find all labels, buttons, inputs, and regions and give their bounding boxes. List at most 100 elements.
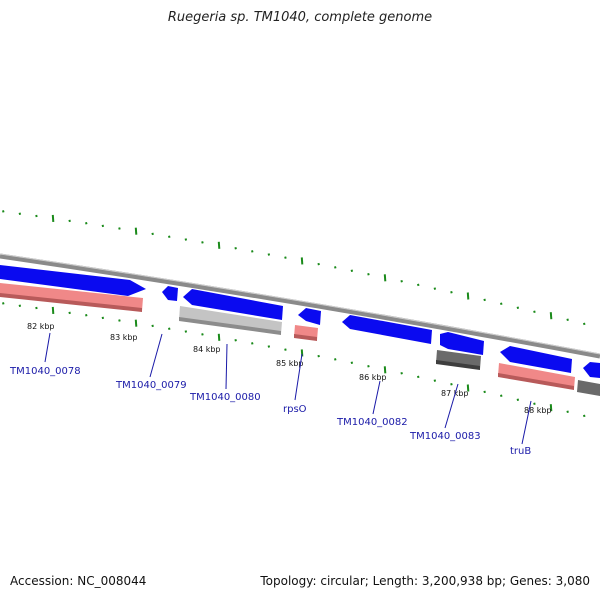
gc-tick-inner	[533, 402, 536, 405]
position-label-88kbp: 88 kbp	[524, 406, 552, 415]
gc-tick-outer	[417, 283, 420, 287]
cds-arrow-rpso[interactable]	[298, 308, 321, 325]
gene-label-tm1040-0079[interactable]: TM1040_0079	[115, 380, 187, 391]
gene-block-trub[interactable]	[498, 363, 575, 389]
genome-backbone-highlight	[0, 253, 600, 355]
gc-tick-inner	[350, 361, 354, 365]
gc-tick-inner	[168, 327, 171, 330]
position-label-86kbp: 86 kbp	[359, 373, 387, 382]
gene-block-tm1040-0078-shadow	[0, 293, 142, 312]
cds-arrow-tm1040-0083[interactable]	[440, 332, 484, 355]
gene-label-tm1040-0083[interactable]: TM1040_0083	[409, 431, 481, 442]
gc-tick-outer	[118, 227, 121, 230]
gc-tick-inner	[483, 390, 486, 394]
gene-label-tm1040-0080[interactable]: TM1040_0080	[189, 392, 261, 403]
gene-label-trub[interactable]: truB	[510, 446, 531, 457]
position-label-83kbp: 83 kbp	[110, 333, 138, 342]
gc-tick-inner	[134, 319, 138, 327]
gc-tick-outer	[566, 318, 569, 322]
cds-arrow-tm1040-0080[interactable]	[183, 289, 283, 320]
gc-tick-outer	[500, 302, 503, 305]
gc-tick-outer	[367, 273, 370, 276]
gc-tick-inner	[201, 333, 204, 336]
gene-block-trub-shadow	[498, 373, 574, 390]
gene-block-rpso-shadow	[294, 334, 317, 341]
gc-tick-outer	[334, 266, 337, 269]
gc-tick-outer	[134, 227, 138, 235]
gc-tick-inner	[118, 319, 121, 322]
gc-tick-inner	[85, 314, 88, 317]
gc-tick-inner	[317, 354, 320, 358]
gc-tick-outer	[284, 256, 287, 259]
gc-tick-inner	[284, 348, 287, 351]
gc-tick-outer	[101, 224, 105, 228]
gc-content-ring-outer	[2, 210, 586, 326]
map-title: Ruegeria sp. TM1040, complete genome	[167, 10, 433, 25]
leader-line-tm1040-0079	[149, 333, 163, 378]
gc-tick-outer	[217, 241, 221, 249]
gene-block-tm1040-0080-shadow	[179, 317, 281, 335]
gc-tick-inner	[566, 410, 569, 414]
gc-tick-inner	[217, 333, 221, 341]
gc-tick-inner	[2, 302, 5, 305]
cds-arrow-next[interactable]	[583, 362, 600, 378]
gc-tick-outer	[184, 238, 188, 241]
position-label-82kbp: 82 kbp	[27, 322, 55, 331]
cds-arrow-tm1040-0082[interactable]	[342, 315, 432, 344]
gc-tick-outer	[483, 298, 486, 302]
gc-tick-outer	[18, 212, 22, 215]
gc-tick-outer	[317, 262, 320, 266]
gene-block-next[interactable]	[577, 380, 600, 396]
gc-tick-inner	[151, 324, 154, 328]
leader-line-trub	[521, 400, 532, 445]
gc-tick-inner	[51, 306, 55, 314]
gc-tick-outer	[85, 222, 88, 225]
accession-text: Accession: NC_008044	[10, 574, 147, 588]
leader-line-rpso	[294, 353, 303, 401]
gc-tick-inner	[433, 379, 437, 382]
gc-content-ring-inner	[2, 302, 586, 418]
gc-tick-inner	[383, 366, 387, 374]
gc-tick-outer	[35, 214, 38, 218]
gc-tick-inner	[234, 339, 237, 342]
leader-line-tm1040-0082	[372, 380, 381, 415]
gc-tick-outer	[2, 210, 5, 213]
gc-tick-outer	[251, 250, 254, 253]
genome-summary-text: Topology: circular; Length: 3,200,938 bp…	[260, 574, 590, 588]
gene-block-tm1040-0078[interactable]	[0, 283, 143, 311]
cds-arrow-tm1040-0079[interactable]	[162, 286, 178, 301]
gene-label-rpso[interactable]: rpsO	[283, 404, 307, 415]
gc-tick-inner	[549, 404, 553, 412]
gc-tick-outer	[516, 306, 520, 309]
gene-leader-lines	[44, 332, 532, 445]
gene-label-tm1040-0082[interactable]: TM1040_0082	[336, 417, 408, 428]
gene-block-tm1040-0080[interactable]	[179, 306, 282, 334]
gc-tick-outer	[267, 253, 271, 256]
gene-label-tm1040-0078[interactable]: TM1040_0078	[9, 366, 81, 377]
gc-tick-inner	[101, 316, 105, 320]
gc-tick-inner	[334, 358, 337, 361]
gc-tick-outer	[300, 257, 304, 265]
gene-block-tm1040-0083-shadow	[436, 360, 480, 370]
genome-backbone	[0, 253, 600, 359]
gene-track	[0, 283, 600, 396]
gc-tick-inner	[18, 304, 22, 307]
position-label-85kbp: 85 kbp	[276, 359, 304, 368]
gc-tick-inner	[450, 383, 453, 386]
gc-tick-outer	[433, 287, 437, 290]
gc-tick-outer	[533, 310, 536, 313]
gc-tick-outer	[201, 241, 204, 244]
gc-tick-inner	[417, 375, 420, 379]
gc-tick-outer	[151, 232, 154, 236]
cds-arrow-tm1040-0078[interactable]	[0, 265, 146, 296]
cds-forward-track	[0, 265, 600, 378]
gc-tick-inner	[367, 365, 370, 368]
gc-tick-inner	[184, 330, 188, 333]
gc-tick-outer	[51, 214, 55, 222]
gc-tick-outer	[450, 291, 453, 294]
leader-line-tm1040-0080	[225, 343, 228, 390]
gc-tick-inner	[35, 306, 38, 310]
gc-tick-outer	[350, 269, 354, 273]
cds-arrow-trub[interactable]	[500, 346, 572, 373]
